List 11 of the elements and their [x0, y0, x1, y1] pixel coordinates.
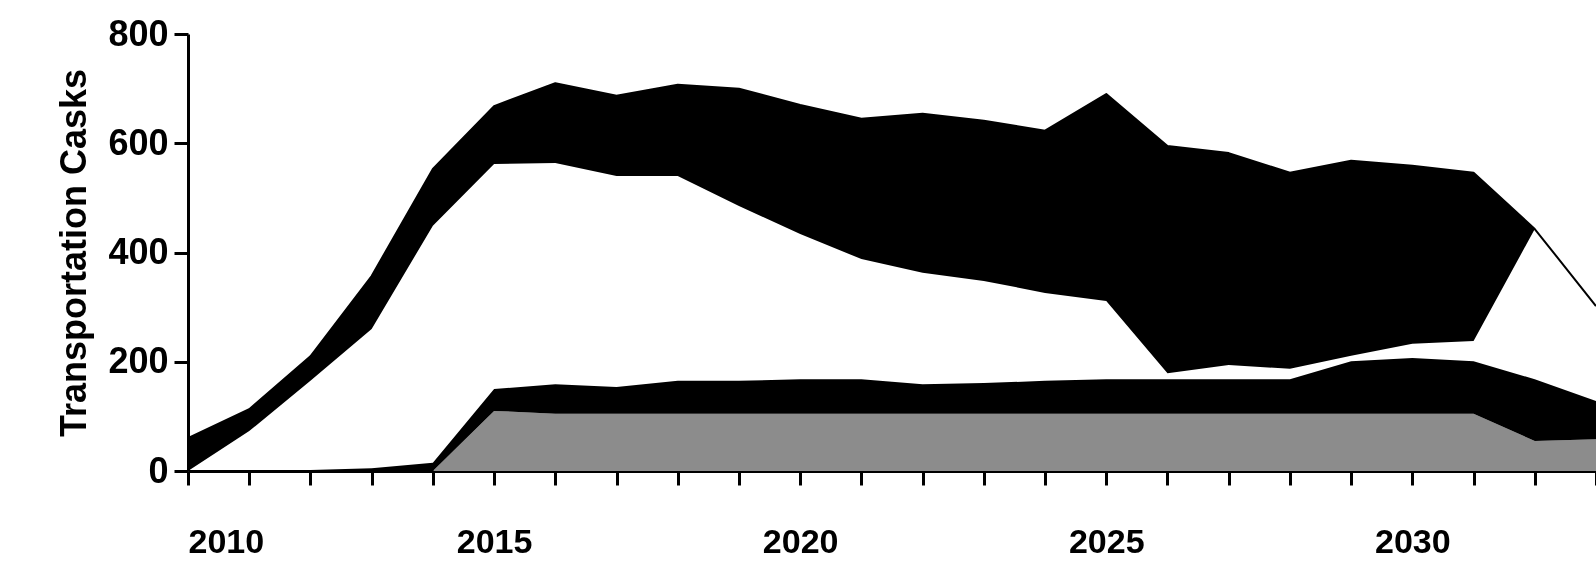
x-tick-label: 2015: [456, 521, 533, 560]
y-tick-label: 200: [108, 340, 169, 382]
y-axis-title: Transportation Casks: [53, 68, 95, 438]
y-tick-label: 600: [108, 121, 169, 163]
y-tick-label: 0: [148, 449, 169, 491]
x-tick-label: 2025: [1068, 521, 1145, 560]
x-tick-label: 2020: [762, 521, 839, 560]
y-tick-label: 400: [108, 231, 169, 272]
y-tick-label: 800: [108, 12, 169, 54]
x-tick-label: 2010: [188, 521, 265, 560]
x-tick-label: 2030: [1375, 521, 1451, 560]
